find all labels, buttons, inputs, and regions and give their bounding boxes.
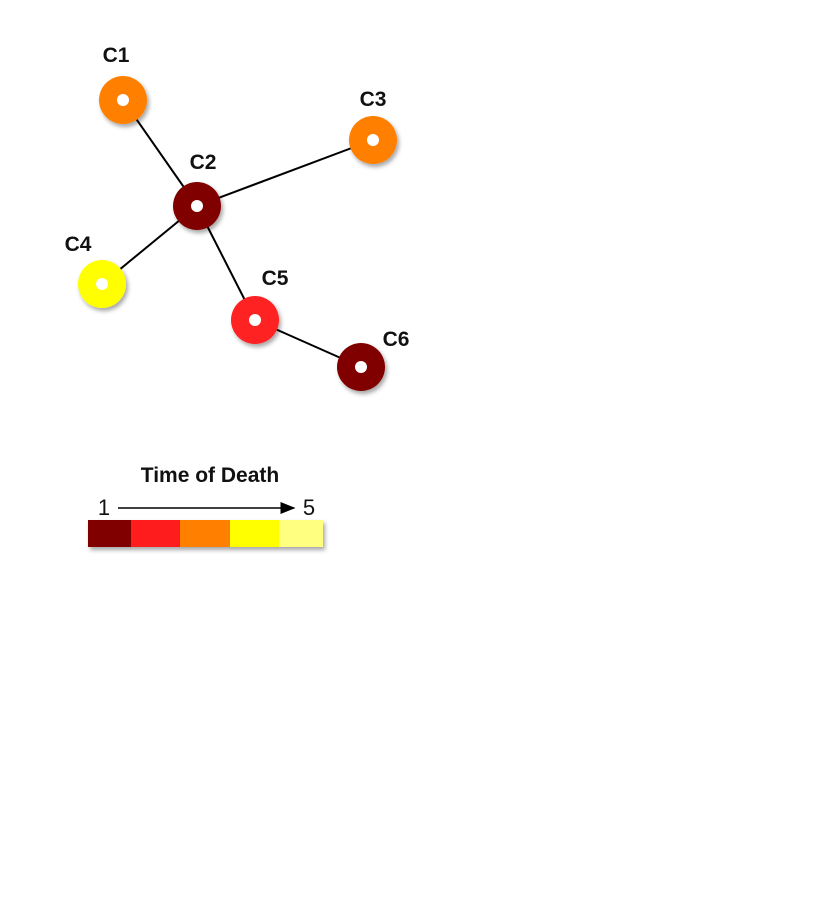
node-hole bbox=[96, 278, 108, 290]
node-c4: C4 bbox=[65, 233, 126, 308]
node-c5: C5 bbox=[231, 267, 289, 344]
legend-swatch-3 bbox=[180, 520, 230, 547]
node-label: C4 bbox=[65, 233, 92, 256]
legend-title: Time of Death bbox=[141, 464, 279, 487]
legend-color-scale bbox=[88, 520, 323, 547]
node-hole bbox=[355, 361, 367, 373]
node-hole bbox=[249, 314, 261, 326]
node-label: C1 bbox=[103, 44, 130, 67]
node-hole bbox=[117, 94, 129, 106]
node-hole bbox=[191, 200, 203, 212]
node-label: C3 bbox=[360, 88, 387, 111]
edge-c2-c3 bbox=[196, 139, 374, 207]
legend-start-label: 1 bbox=[98, 495, 110, 520]
node-hole bbox=[367, 134, 379, 146]
node-c3: C3 bbox=[349, 88, 397, 164]
node-c2: C2 bbox=[173, 151, 221, 230]
legend-swatch-2 bbox=[131, 520, 180, 547]
legend-swatch-1 bbox=[88, 520, 131, 547]
node-c6: C6 bbox=[337, 328, 409, 391]
legend-swatch-5 bbox=[279, 520, 323, 547]
node-label: C6 bbox=[383, 328, 410, 351]
node-label: C5 bbox=[262, 267, 289, 290]
time-of-death-legend: Time of Death 1 5 bbox=[88, 464, 323, 547]
legend-swatch-4 bbox=[230, 520, 279, 547]
node-c1: C1 bbox=[99, 44, 147, 124]
nodes: C1 C2 C3 C4 C5 C6 bbox=[65, 44, 409, 391]
node-label: C2 bbox=[190, 151, 217, 174]
legend-end-label: 5 bbox=[303, 495, 315, 520]
